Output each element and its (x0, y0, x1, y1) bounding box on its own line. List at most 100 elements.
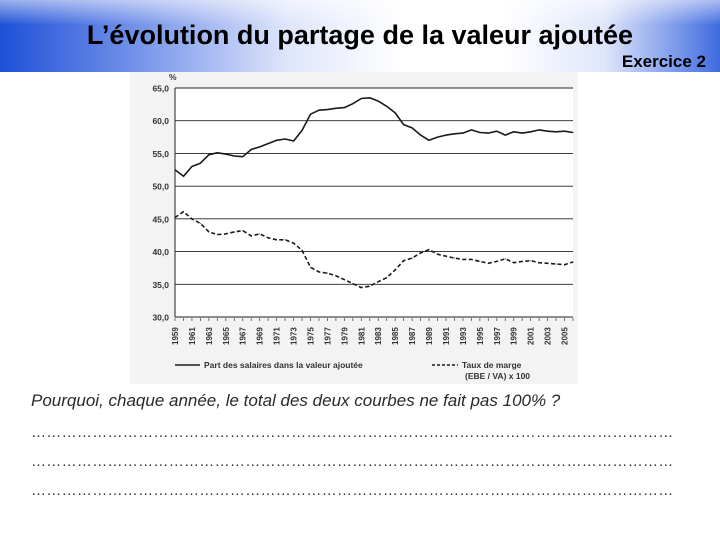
series-lines (174, 97, 574, 289)
point-salaires (293, 140, 295, 142)
x-tick-label: 1961 (188, 327, 197, 345)
point-taux-de-marge (420, 252, 422, 254)
point-salaires (386, 105, 388, 107)
point-salaires (445, 134, 447, 136)
x-tick-label: 1967 (239, 327, 248, 345)
point-taux-de-marge (343, 279, 345, 281)
point-salaires (555, 131, 557, 133)
point-salaires (233, 155, 235, 157)
legend-label-taux-de-marge-line2: (EBE / VA) x 100 (465, 371, 530, 381)
x-tick-label: 1989 (425, 327, 434, 345)
point-salaires (259, 146, 261, 148)
point-taux-de-marge (233, 231, 235, 233)
point-taux-de-marge (453, 257, 455, 259)
y-tick-label: 30,0 (152, 313, 169, 323)
unit-label: % (169, 72, 177, 82)
answer-line-1: …………………………………………………………………………………………………………… (31, 424, 674, 441)
point-taux-de-marge (377, 281, 379, 283)
point-salaires (174, 169, 176, 171)
question-text: Pourquoi, chaque année, le total des deu… (31, 391, 561, 410)
x-tick-label: 1997 (493, 327, 502, 345)
x-tick-label: 1965 (222, 327, 231, 345)
point-salaires (216, 152, 218, 154)
x-tick-label: 1991 (442, 327, 451, 345)
point-salaires (199, 162, 201, 164)
y-tick-labels: 30,0 35,0 40,0 45,0 50,0 55,0 60,0 65,0% (152, 72, 177, 323)
point-salaires (182, 175, 184, 177)
point-taux-de-marge (301, 249, 303, 251)
legend-label-taux-de-marge-line1: Taux de marge (462, 360, 522, 370)
point-salaires (360, 97, 362, 99)
point-salaires (479, 131, 481, 133)
answer-line-2: …………………………………………………………………………………………………………… (31, 453, 674, 470)
point-salaires (284, 138, 286, 140)
point-salaires (470, 129, 472, 131)
x-tick-label: 1975 (306, 327, 315, 345)
point-taux-de-marge (470, 258, 472, 260)
point-taux-de-marge (318, 271, 320, 273)
point-salaires (276, 139, 278, 141)
y-tick-label: 65,0 (152, 84, 169, 94)
point-taux-de-marge (276, 239, 278, 241)
point-taux-de-marge (182, 211, 184, 213)
point-salaires (250, 149, 252, 151)
point-taux-de-marge (191, 218, 193, 220)
point-taux-de-marge (267, 237, 269, 239)
point-salaires (487, 132, 489, 134)
point-salaires (437, 136, 439, 138)
point-taux-de-marge (487, 262, 489, 264)
point-salaires (428, 139, 430, 141)
point-taux-de-marge (352, 283, 354, 285)
chart-panel: 30,0 35,0 40,0 45,0 50,0 55,0 60,0 65,0% 1959 19… (130, 72, 578, 384)
x-tick-label: 1971 (273, 327, 282, 345)
y-tick-label: 40,0 (152, 247, 169, 257)
point-taux-de-marge (572, 261, 574, 263)
x-tick-label: 1995 (476, 327, 485, 345)
point-salaires (242, 156, 244, 158)
point-salaires (513, 131, 515, 133)
x-tick-label: 1959 (171, 327, 180, 345)
point-salaires (538, 129, 540, 131)
x-tick-labels: 1959 1961 1963 1965 1967 1969 1971 1973 1975 1977… (171, 327, 570, 345)
point-salaires (564, 130, 566, 132)
x-tick-label: 2001 (527, 327, 536, 345)
plot-area (175, 88, 573, 317)
point-taux-de-marge (564, 264, 566, 266)
point-taux-de-marge (496, 260, 498, 262)
point-taux-de-marge (293, 242, 295, 244)
point-taux-de-marge (386, 277, 388, 279)
x-tick-label: 1963 (205, 327, 214, 345)
point-salaires (335, 107, 337, 109)
point-salaires (496, 130, 498, 132)
x-tick-label: 1983 (374, 327, 383, 345)
point-taux-de-marge (555, 263, 557, 265)
legend-label-salaires: Part des salaires dans la valeur ajoutée (204, 360, 363, 370)
point-taux-de-marge (445, 255, 447, 257)
y-tick-label: 55,0 (152, 149, 169, 159)
y-tick-label: 45,0 (152, 214, 169, 224)
point-taux-de-marge (521, 260, 523, 262)
y-tick-label: 35,0 (152, 280, 169, 290)
point-taux-de-marge (513, 262, 515, 264)
point-salaires (411, 127, 413, 129)
axes (174, 88, 574, 321)
point-salaires (208, 154, 210, 156)
point-taux-de-marge (326, 272, 328, 274)
point-taux-de-marge (479, 260, 481, 262)
x-tick-label: 1977 (323, 327, 332, 345)
point-salaires (530, 131, 532, 133)
point-taux-de-marge (259, 233, 261, 235)
point-salaires (369, 97, 371, 99)
point-taux-de-marge (242, 230, 244, 232)
point-salaires (547, 130, 549, 132)
slide-title: L’évolution du partage de la valeur ajou… (86, 20, 634, 50)
point-salaires (453, 133, 455, 135)
point-taux-de-marge (538, 262, 540, 264)
point-taux-de-marge (403, 260, 405, 262)
point-taux-de-marge (504, 258, 506, 260)
series-line-salaires (174, 97, 574, 178)
point-salaires (352, 103, 354, 105)
point-salaires (301, 130, 303, 132)
y-tick-label: 60,0 (152, 116, 169, 126)
x-tick-label: 1969 (256, 327, 265, 345)
